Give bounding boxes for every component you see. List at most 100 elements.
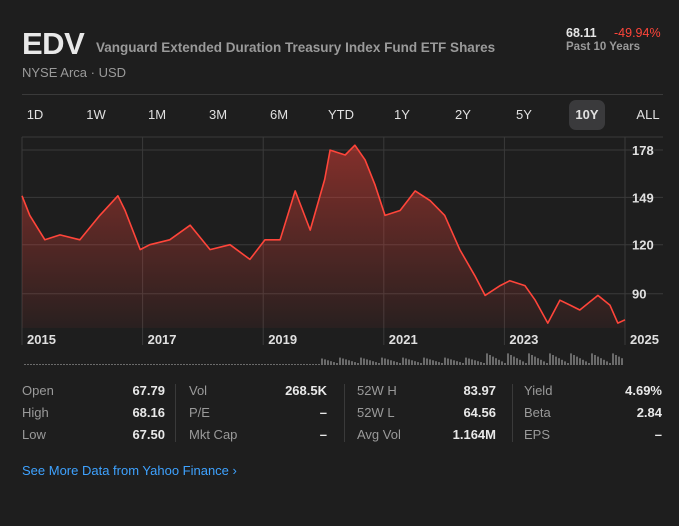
stat-value: 83.97 <box>463 383 496 398</box>
volume-bar <box>78 364 80 365</box>
volume-bar <box>27 364 29 365</box>
y-tick-label: 120 <box>632 238 654 253</box>
volume-bar <box>336 363 338 365</box>
volume-bar <box>171 364 173 365</box>
volume-bar <box>120 364 122 365</box>
tab-range-1m[interactable]: 1M <box>147 107 167 122</box>
stat-value: 4.69% <box>625 383 662 398</box>
volume-bar <box>345 359 347 365</box>
volume-bar <box>459 362 461 365</box>
volume-bar <box>570 353 572 365</box>
volume-bar <box>156 364 158 365</box>
volume-bar <box>180 364 182 365</box>
tab-range-2y[interactable]: 2Y <box>455 107 471 122</box>
tab-range-1d[interactable]: 1D <box>26 107 44 122</box>
volume-bar <box>222 364 224 365</box>
volume-bar <box>522 361 524 365</box>
volume-bar <box>99 364 101 365</box>
volume-bar <box>351 361 353 365</box>
volume-bar <box>618 356 620 365</box>
volume-bar <box>390 360 392 365</box>
stat-value: 68.16 <box>132 405 165 420</box>
volume-bar <box>534 356 536 365</box>
volume-bar <box>405 358 407 365</box>
volume-bar <box>90 364 92 365</box>
volume-bar <box>525 363 527 365</box>
volume-bar <box>606 361 608 365</box>
tab-range-1y[interactable]: 1Y <box>394 107 410 122</box>
volume-bar <box>54 364 56 365</box>
volume-bar <box>123 364 125 365</box>
stat-label: EPS <box>524 427 551 442</box>
volume-bar <box>414 361 416 365</box>
volume-bar <box>291 364 293 365</box>
volume-bar <box>201 364 203 365</box>
volume-bar <box>543 361 545 365</box>
volume-bar <box>207 364 209 365</box>
stat-value: 67.79 <box>132 383 165 398</box>
volume-bar <box>375 362 377 365</box>
volume-bar <box>45 364 47 365</box>
x-tick-label: 2025 <box>630 332 659 347</box>
volume-bar <box>285 364 287 365</box>
volume-bar <box>186 364 188 365</box>
volume-bar <box>315 364 317 365</box>
tab-range-ytd[interactable]: YTD <box>328 107 354 122</box>
volume-bar <box>477 361 479 365</box>
price-chart[interactable]: 178 149 120 90 2015 2017 2019 2021 2023 2025 <box>0 135 679 370</box>
volume-bar <box>129 364 131 365</box>
volume-bar <box>297 364 299 365</box>
volume-bar <box>495 358 497 365</box>
volume-bar <box>165 364 167 365</box>
volume-bar <box>147 364 149 365</box>
stat-label: Mkt Cap <box>189 427 238 442</box>
volume-bar <box>327 360 329 365</box>
volume-bar <box>615 355 617 365</box>
y-tick-label: 178 <box>632 143 654 158</box>
tab-range-6m[interactable]: 6M <box>269 107 289 122</box>
volume-bar <box>306 364 308 365</box>
volume-bar <box>468 358 470 365</box>
exchange-label: NYSE Arca · USD <box>22 65 127 80</box>
volume-bar <box>510 355 512 365</box>
yahoo-finance-link[interactable]: See More Data from Yahoo Finance › <box>22 463 237 478</box>
volume-bar <box>369 360 371 365</box>
volume-bar <box>537 358 539 365</box>
volume-bar <box>210 364 212 365</box>
volume-bar <box>393 361 395 365</box>
volume-bar <box>267 364 269 365</box>
volume-bar <box>480 362 482 365</box>
volume-bar <box>126 364 128 365</box>
volume-bar <box>231 364 233 365</box>
price-line <box>21 144 626 324</box>
volume-bar <box>501 361 503 365</box>
volume-bar <box>540 359 542 365</box>
volume-bar <box>444 357 446 365</box>
volume-bar <box>408 359 410 365</box>
volume-bar <box>63 364 65 365</box>
volume-bar <box>237 364 239 365</box>
tab-range-10y[interactable]: 10Y <box>569 100 605 130</box>
tab-range-3m[interactable]: 3M <box>208 107 228 122</box>
volume-bar <box>81 364 83 365</box>
x-tick-label: 2019 <box>268 332 297 347</box>
stat-value: – <box>319 405 327 420</box>
volume-bar <box>69 364 71 365</box>
volume-bar <box>594 355 596 365</box>
stat-label: Low <box>22 427 46 442</box>
volume-bar <box>354 362 356 365</box>
y-tick-label: 149 <box>632 190 654 205</box>
stat-value: – <box>654 427 662 442</box>
volume-bar <box>60 364 62 365</box>
volume-bar <box>435 361 437 365</box>
volume-bar <box>519 359 521 365</box>
volume-bar <box>621 358 623 365</box>
divider <box>344 384 345 442</box>
tab-range-5y[interactable]: 5Y <box>516 107 532 122</box>
volume-bar <box>57 364 59 365</box>
tab-range-all[interactable]: ALL <box>636 107 660 122</box>
volume-bar <box>264 364 266 365</box>
tab-range-1w[interactable]: 1W <box>86 107 106 122</box>
volume-bar <box>399 363 401 365</box>
volume-bar <box>348 360 350 365</box>
